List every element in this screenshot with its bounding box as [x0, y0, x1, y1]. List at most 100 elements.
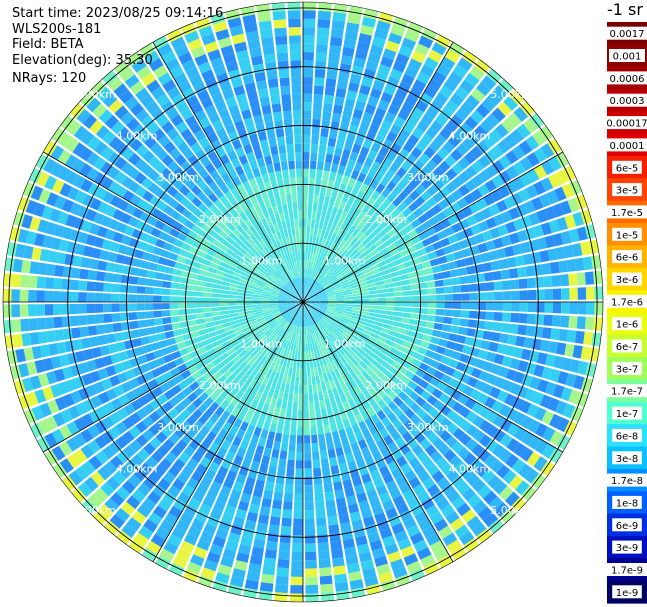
radar-gate: [219, 261, 229, 269]
radar-gate: [256, 282, 265, 288]
radar-gate: [288, 367, 293, 377]
radar-gate: [477, 349, 489, 360]
radar-gate: [466, 265, 476, 275]
radar-gate: [282, 433, 290, 443]
colorbar-tick-bg: [612, 272, 642, 286]
radar-gate: [490, 260, 501, 271]
radar-gate: [217, 428, 228, 440]
radar-gate: [216, 248, 226, 257]
radar-gate: [387, 401, 398, 412]
radar-gate: [209, 366, 219, 376]
radar-gate: [431, 490, 445, 504]
radar-gate: [270, 397, 278, 407]
radar-gate: [115, 341, 126, 352]
colorbar-tick-bg: [605, 205, 647, 219]
radar-gate: [340, 318, 349, 325]
radar-gate: [387, 334, 397, 342]
radar-gate: [34, 233, 45, 247]
radar-gate: [290, 261, 295, 271]
radar-gate: [158, 364, 170, 374]
radar-gate: [219, 365, 229, 375]
radar-gate: [247, 334, 256, 342]
radar-gate: [203, 287, 213, 293]
radar-gate: [434, 315, 444, 323]
radar-gate: [227, 373, 237, 383]
radar-gate: [231, 157, 241, 169]
radar-gate: [342, 314, 351, 320]
radar-gate: [348, 81, 360, 93]
radar-gate: [236, 295, 245, 299]
radar-gate: [494, 502, 510, 518]
radar-gate: [284, 284, 292, 291]
radar-gate: [398, 413, 409, 425]
radar-gate: [169, 147, 182, 160]
radar-gate: [280, 308, 289, 314]
radar-gate: [259, 393, 268, 404]
colorbar-tick-label: 1.7e-7: [611, 387, 643, 398]
radar-gate: [278, 297, 287, 300]
radar-gate: [523, 253, 534, 265]
radar-gate: [142, 190, 154, 203]
radar-gate: [98, 109, 113, 124]
radar-gate: [340, 263, 348, 271]
range-ring-label: 5.00km: [74, 88, 116, 101]
radar-gate: [314, 283, 321, 291]
radar-gate: [377, 229, 387, 239]
radar-gate: [304, 510, 315, 519]
colorbar-tick-label: 0.001: [613, 52, 642, 63]
radar-gate: [163, 242, 174, 252]
radar-gate: [313, 262, 318, 271]
radar-gate: [117, 199, 129, 212]
radar-gate: [67, 405, 81, 420]
radar-gate: [212, 224, 222, 234]
radar-gate: [287, 294, 296, 299]
radar-gate: [511, 302, 520, 312]
radar-gate: [234, 204, 244, 215]
radar-gate: [324, 326, 331, 335]
radar-gate: [377, 99, 390, 111]
radar-gate: [379, 331, 389, 339]
colorbar-tick-label: 0.0006: [610, 74, 645, 85]
radar-gate: [194, 432, 205, 444]
radar-gate: [335, 308, 344, 313]
radar-gate: [321, 257, 328, 266]
range-ring-label: 4.00km: [449, 130, 491, 143]
radar-gate: [72, 339, 83, 351]
radar-gate: [382, 499, 395, 512]
radar-gate: [110, 398, 123, 411]
radar-gate: [459, 122, 473, 136]
radar-gate: [355, 230, 364, 240]
radar-gate: [56, 252, 67, 265]
radar-gate: [315, 254, 321, 263]
radar-gate: [404, 223, 415, 233]
radar-gate: [326, 241, 333, 250]
radar-gate: [104, 115, 119, 130]
radar-gate: [414, 332, 424, 340]
radar-gate: [238, 261, 247, 269]
radar-gate: [445, 511, 460, 525]
radar-gate: [360, 165, 370, 176]
radar-gate: [146, 540, 162, 555]
radar-gate: [336, 337, 345, 345]
radar-gate: [386, 297, 395, 302]
radar-gate: [309, 235, 313, 245]
radar-gate: [234, 237, 244, 247]
radar-gate: [379, 527, 393, 540]
radar-gate: [280, 382, 286, 392]
radar-gate: [303, 52, 314, 61]
radar-gate: [65, 170, 79, 185]
radar-gate: [485, 217, 497, 229]
radar-gate: [341, 281, 350, 287]
radar-gate: [233, 418, 243, 429]
radar-gate: [216, 348, 227, 357]
radar-gate: [219, 336, 229, 344]
radar-gate: [286, 302, 295, 304]
radar-gate: [318, 308, 327, 312]
radar-gate: [155, 325, 165, 334]
radar-gate: [285, 245, 290, 255]
radar-gate: [317, 152, 326, 162]
radar-gate: [433, 547, 449, 561]
radar-gate: [251, 257, 260, 266]
radar-gate: [391, 173, 402, 185]
radar-gate: [282, 311, 290, 317]
